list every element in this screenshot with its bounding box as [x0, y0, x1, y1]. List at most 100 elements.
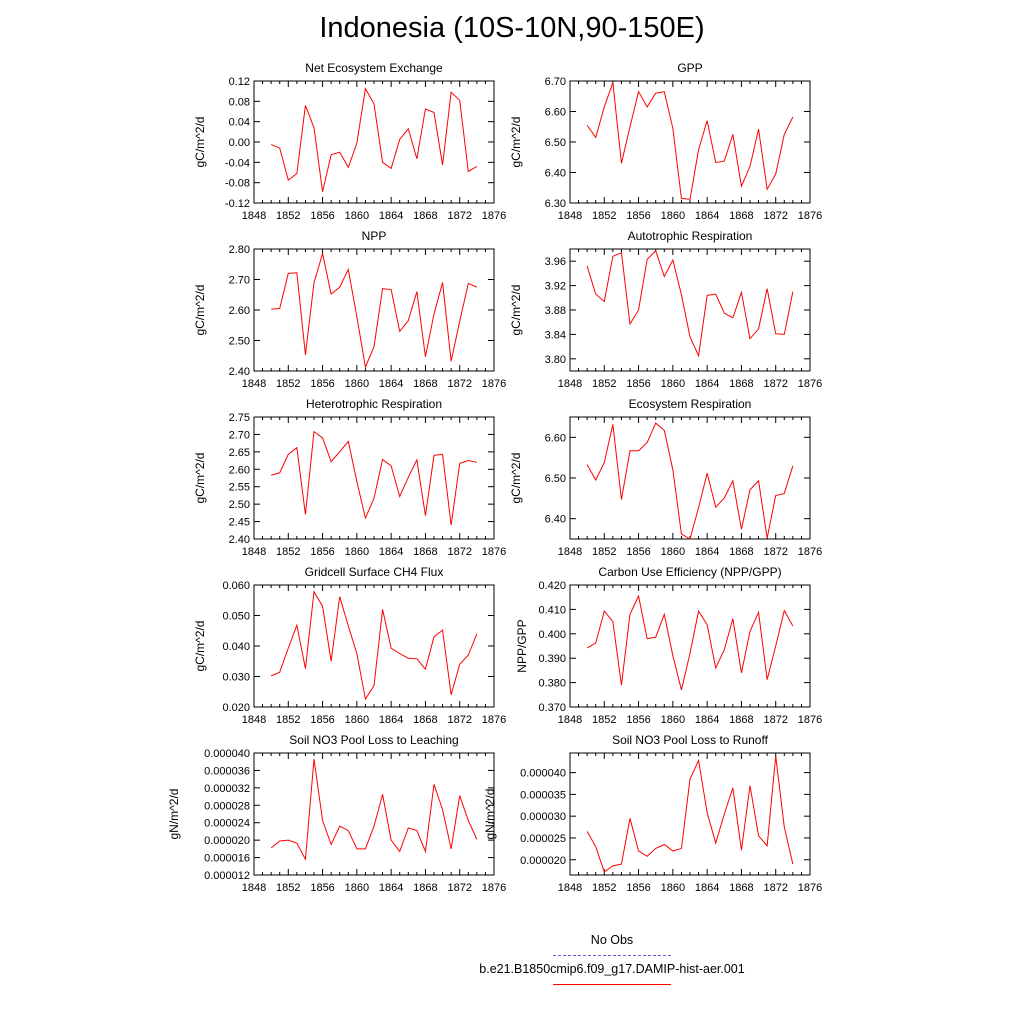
- y-tick-label: 6.60: [545, 432, 566, 444]
- y-tick-label: 0.420: [538, 580, 566, 592]
- x-tick-label: 1852: [276, 378, 300, 390]
- chart-title: Ecosystem Respiration: [629, 397, 752, 411]
- series-line: [586, 594, 794, 691]
- y-tick-label: 6.40: [545, 514, 566, 526]
- x-tick-label: 1860: [345, 546, 369, 558]
- y-tick-label: 2.45: [229, 517, 250, 529]
- x-tick-label: 1856: [310, 378, 334, 390]
- chart-panel-1: Net Ecosystem Exchange gC/m^2/d 1848 1852 18…: [193, 61, 506, 222]
- y-tick-label: 0.000032: [204, 783, 250, 795]
- x-tick-label: 1864: [379, 378, 403, 390]
- chart-panel-3: NPP gC/m^2/d 1848 1852 1856 1860 1864 1868 1872 1…: [193, 229, 506, 390]
- chart-panel-9: Soil NO3 Pool Loss to Leaching gN/m^2/d 18…: [167, 733, 506, 894]
- y-tick-label: 2.40: [229, 534, 250, 546]
- x-tick-label: 1852: [276, 882, 300, 894]
- y-tick-label: 0.000036: [204, 765, 250, 777]
- x-tick-label: 1876: [798, 210, 822, 222]
- x-tick-label: 1848: [242, 882, 266, 894]
- x-tick-label: 1876: [798, 378, 822, 390]
- x-tick-label: 1860: [661, 378, 685, 390]
- y-axis-label: gC/m^2/d: [193, 453, 207, 504]
- y-tick-label: 0.000035: [520, 789, 566, 801]
- x-tick-label: 1848: [558, 882, 582, 894]
- x-tick-label: 1856: [626, 714, 650, 726]
- y-tick-label: 0.000020: [204, 835, 250, 847]
- x-tick-label: 1872: [447, 714, 471, 726]
- chart-title: Net Ecosystem Exchange: [305, 61, 443, 75]
- x-tick-label: 1872: [447, 546, 471, 558]
- chart-panel-7: Gridcell Surface CH4 Flux gC/m^2/d 1848 185…: [193, 565, 506, 726]
- y-tick-label: 3.96: [545, 256, 566, 268]
- y-tick-label: 2.80: [229, 244, 250, 256]
- series-line: [586, 755, 794, 873]
- x-tick-label: 1852: [592, 546, 616, 558]
- x-tick-label: 1852: [592, 714, 616, 726]
- y-tick-label: 6.40: [545, 168, 566, 180]
- y-tick-label: 2.40: [229, 366, 250, 378]
- y-tick-label: 2.60: [229, 464, 250, 476]
- chart-panel-4: Autotrophic Respiration gC/m^2/d 1848 1852 1…: [509, 229, 822, 390]
- series-line: [586, 422, 794, 540]
- page-title: Indonesia (10S-10N,90-150E): [319, 12, 705, 44]
- y-tick-label: 3.92: [545, 281, 566, 293]
- y-tick-label: 6.30: [545, 198, 566, 210]
- y-tick-label: 0.00: [229, 137, 250, 149]
- series-line: [586, 82, 794, 200]
- x-tick-label: 1872: [447, 882, 471, 894]
- y-tick-label: 0.380: [538, 678, 566, 690]
- series-line: [270, 87, 478, 192]
- x-tick-label: 1848: [242, 210, 266, 222]
- x-tick-label: 1860: [345, 882, 369, 894]
- y-axis-label: NPP/GPP: [515, 619, 529, 672]
- y-tick-label: 3.88: [545, 305, 566, 317]
- x-tick-label: 1868: [729, 210, 753, 222]
- chart-title: Gridcell Surface CH4 Flux: [305, 565, 444, 579]
- x-tick-label: 1856: [310, 546, 334, 558]
- y-tick-label: 0.390: [538, 653, 566, 665]
- chart-panel-8: Carbon Use Efficiency (NPP/GPP) NPP/GPP 18…: [515, 565, 822, 726]
- y-tick-label: 0.050: [222, 611, 250, 623]
- x-tick-label: 1872: [447, 378, 471, 390]
- y-axis-label: gC/m^2/d: [193, 117, 207, 168]
- x-tick-label: 1876: [482, 546, 506, 558]
- y-tick-label: 0.000016: [204, 853, 250, 865]
- x-tick-label: 1852: [592, 210, 616, 222]
- plot-frame: [253, 248, 495, 372]
- x-tick-label: 1856: [310, 210, 334, 222]
- y-tick-label: 0.000040: [520, 768, 566, 780]
- x-tick-label: 1876: [798, 714, 822, 726]
- x-tick-label: 1848: [558, 714, 582, 726]
- y-tick-label: 0.040: [222, 641, 250, 653]
- x-tick-label: 1876: [798, 882, 822, 894]
- x-tick-label: 1872: [763, 714, 787, 726]
- y-tick-label: 0.400: [538, 629, 566, 641]
- plot-frame: [569, 248, 811, 372]
- x-tick-label: 1852: [276, 714, 300, 726]
- y-tick-label: 6.60: [545, 107, 566, 119]
- y-tick-label: 0.000012: [204, 870, 250, 882]
- x-tick-label: 1852: [276, 546, 300, 558]
- x-tick-label: 1856: [310, 882, 334, 894]
- x-tick-label: 1856: [626, 210, 650, 222]
- x-tick-label: 1868: [729, 882, 753, 894]
- y-axis-label: gN/m^2/d: [167, 789, 181, 840]
- y-tick-label: 6.70: [545, 76, 566, 88]
- y-tick-label: 0.12: [229, 76, 250, 88]
- chart-panel-5: Heterotrophic Respiration gC/m^2/d 1848 185…: [193, 397, 506, 558]
- x-tick-label: 1856: [626, 546, 650, 558]
- chart-title: GPP: [677, 61, 702, 75]
- x-tick-label: 1864: [695, 210, 719, 222]
- x-tick-label: 1848: [558, 546, 582, 558]
- x-tick-label: 1868: [413, 546, 437, 558]
- y-tick-label: 0.410: [538, 604, 566, 616]
- y-tick-label: 0.020: [222, 702, 250, 714]
- y-tick-label: 0.08: [229, 96, 250, 108]
- x-tick-label: 1860: [345, 378, 369, 390]
- y-tick-label: 2.75: [229, 412, 250, 424]
- x-tick-label: 1872: [447, 210, 471, 222]
- y-axis-label: gC/m^2/d: [509, 285, 523, 336]
- series-line: [270, 590, 478, 701]
- x-tick-label: 1848: [558, 378, 582, 390]
- x-tick-label: 1856: [310, 714, 334, 726]
- y-tick-label: 0.030: [222, 672, 250, 684]
